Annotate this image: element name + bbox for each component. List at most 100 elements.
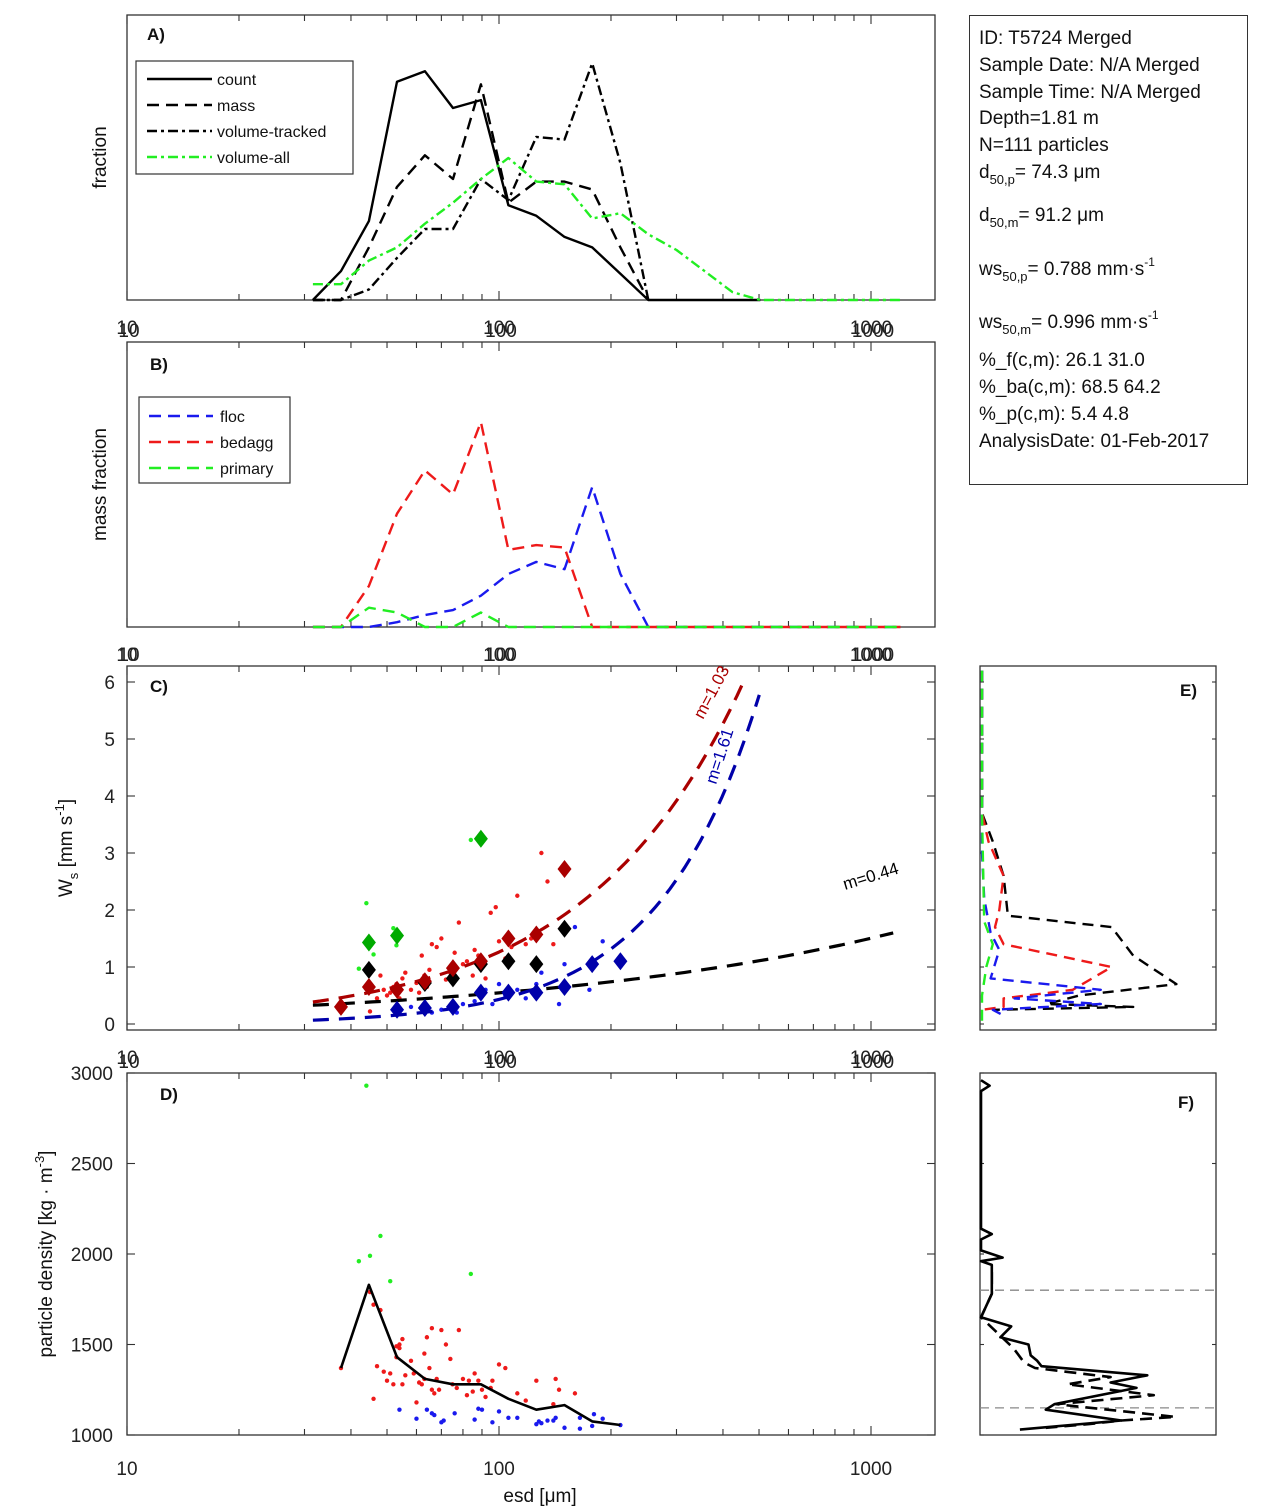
panel-label: F) bbox=[1178, 1093, 1194, 1112]
series-line-count bbox=[312, 69, 761, 302]
info-line: %_f(c,m): 26.1 31.0 bbox=[979, 350, 1145, 372]
info-line: %_p(c,m): 5.4 4.8 bbox=[979, 403, 1129, 425]
y-axis-label: fraction bbox=[90, 126, 111, 188]
bin-mean-diamond-bedagg bbox=[445, 959, 460, 978]
data-point-bedagg bbox=[381, 1369, 386, 1374]
data-point-bedagg bbox=[452, 950, 457, 955]
y-tick-label: 6 bbox=[104, 673, 115, 694]
x-tick-label-top: 100 bbox=[485, 645, 517, 666]
data-point-bedagg bbox=[470, 1389, 475, 1394]
bin-mean-diamond-bedagg bbox=[390, 980, 405, 999]
y-label-sup: -1 bbox=[52, 804, 67, 816]
legend-label: floc bbox=[220, 409, 245, 426]
data-point-floc bbox=[600, 1416, 605, 1421]
data-point-floc bbox=[562, 1425, 567, 1430]
data-point-bedagg bbox=[448, 1356, 453, 1362]
data-point-floc bbox=[553, 1415, 558, 1421]
info-symbol: d bbox=[979, 161, 990, 183]
info-value: = 74.3 μm bbox=[1014, 161, 1101, 183]
info-line: AnalysisDate: 01-Feb-2017 bbox=[979, 430, 1210, 452]
data-point-floc bbox=[414, 1416, 419, 1421]
data-point-bedagg bbox=[523, 942, 528, 947]
data-point-bedagg bbox=[493, 904, 498, 910]
panel-b-mass-fraction: 10 100 1000 10 100 1000 B) mass fraction floc bed… bbox=[90, 321, 936, 666]
bin-mean-diamond-floc bbox=[473, 983, 488, 1002]
profile-line-all bbox=[980, 670, 1178, 1011]
x-tick-label-top: 100 bbox=[485, 1052, 517, 1073]
info-line-ws50p: ws50,p= 0.788 mm·s-1 bbox=[979, 249, 1247, 291]
bin-mean-diamond-all bbox=[557, 919, 572, 938]
info-line-d50p: d50,p= 74.3 μm bbox=[979, 160, 1247, 194]
profile-line-floc bbox=[980, 670, 1103, 1017]
data-point-bedagg bbox=[483, 976, 488, 981]
legend-label: primary bbox=[220, 461, 273, 478]
bin-mean-diamond-primary bbox=[473, 829, 488, 848]
info-symbol: d bbox=[979, 204, 990, 226]
data-point-bedagg bbox=[432, 1391, 437, 1396]
data-point-bedagg bbox=[429, 1326, 435, 1331]
data-point-bedagg bbox=[488, 910, 493, 916]
info-line: N=111 particles bbox=[979, 135, 1109, 157]
data-point-bedagg bbox=[371, 1302, 376, 1307]
x-tick-label: 10 bbox=[116, 645, 137, 666]
data-point-bedagg bbox=[443, 1342, 449, 1347]
bin-mean-diamond-floc bbox=[585, 955, 600, 974]
data-point-bedagg bbox=[534, 1378, 539, 1383]
data-point-bedagg bbox=[391, 1382, 396, 1387]
x-tick-label: 1000 bbox=[850, 645, 892, 666]
data-point-primary bbox=[394, 943, 399, 948]
data-point-floc bbox=[476, 1406, 481, 1411]
data-point-floc bbox=[539, 1421, 544, 1426]
data-point-primary bbox=[371, 952, 376, 957]
y-label-unit: [mm s bbox=[56, 816, 77, 873]
bin-mean-diamond-all bbox=[529, 955, 544, 974]
data-point-floc bbox=[506, 1415, 511, 1421]
x-tick-label-top: 1000 bbox=[852, 645, 894, 666]
profile-line-bedagg bbox=[980, 670, 1113, 1011]
data-point-bedagg bbox=[416, 990, 422, 995]
plot-frame bbox=[126, 341, 936, 628]
y-tick-label: 2 bbox=[104, 901, 115, 922]
data-point-bedagg bbox=[545, 879, 550, 884]
data-point-bedagg bbox=[384, 1378, 390, 1383]
legend-label: bedagg bbox=[220, 435, 273, 452]
data-point-bedagg bbox=[523, 1398, 528, 1403]
x-tick-label-top: 10 bbox=[118, 1052, 139, 1073]
data-point-bedagg bbox=[400, 976, 405, 981]
data-point-floc bbox=[523, 996, 528, 1001]
bin-mean-diamond-bedagg bbox=[473, 952, 488, 971]
x-tick-label-top: 1000 bbox=[852, 321, 894, 342]
bin-mean-diamond-floc bbox=[501, 983, 516, 1002]
bin-mean-diamond-bedagg bbox=[529, 925, 544, 944]
series-line-volume-all bbox=[312, 156, 901, 302]
data-point-primary bbox=[468, 1271, 474, 1277]
bin-mean-diamond-floc bbox=[390, 1000, 405, 1019]
info-line: Sample Time: N/A Merged bbox=[979, 81, 1201, 103]
info-line: Depth=1.81 m bbox=[979, 108, 1099, 130]
data-point-bedagg bbox=[460, 961, 466, 967]
legend: count mass volume-tracked volume-all bbox=[135, 60, 354, 175]
panel-label: D) bbox=[160, 1085, 178, 1104]
fit-line-all bbox=[312, 931, 894, 1007]
info-superscript: -1 bbox=[1144, 254, 1155, 269]
data-point-bedagg bbox=[479, 1387, 485, 1392]
data-point-bedagg bbox=[436, 1387, 442, 1392]
data-point-bedagg bbox=[427, 967, 432, 973]
data-point-floc bbox=[572, 924, 578, 930]
data-point-bedagg bbox=[381, 987, 386, 992]
plot-frame bbox=[979, 1072, 1217, 1436]
data-point-bedagg bbox=[515, 893, 520, 898]
data-point-bedagg bbox=[515, 1391, 520, 1396]
data-point-floc bbox=[539, 970, 544, 975]
x-axis-label: esd [μm] bbox=[503, 1486, 576, 1507]
data-point-primary bbox=[356, 1259, 362, 1264]
plot-frame bbox=[126, 1072, 936, 1436]
profile-line-mass bbox=[979, 1272, 1177, 1430]
data-point-bedagg bbox=[367, 1009, 373, 1014]
data-point-primary bbox=[378, 1233, 383, 1239]
y-tick-label: 3000 bbox=[71, 1064, 113, 1085]
data-point-bedagg bbox=[472, 1371, 477, 1376]
x-tick-label: 10 bbox=[116, 1048, 137, 1069]
